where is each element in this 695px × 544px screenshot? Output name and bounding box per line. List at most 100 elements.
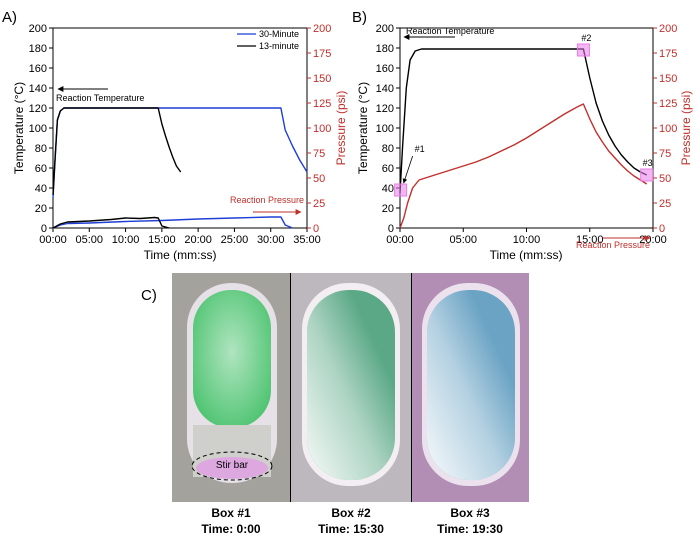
panel-a-y-tick-label: 160 (29, 63, 47, 75)
panel-a-x-tick-label: 20:00 (184, 234, 212, 246)
panel-b-y-tick-label: 180 (376, 43, 394, 55)
panel-b-y-tick-label: 40 (382, 183, 394, 195)
panel-b-y2-tick-label: 200 (659, 23, 677, 35)
stir-bar-outline (191, 451, 273, 481)
panel-a-y-tick-label: 140 (29, 83, 47, 95)
panel-b-y2-tick-label: 50 (659, 173, 671, 185)
marker-arrow-1 (402, 155, 414, 184)
panel-a-x-tick-label: 25:00 (221, 234, 249, 246)
panel-a-pressure-annotation: Reaction Pressure (230, 195, 304, 205)
panel-a-series-30-minute-pressure (52, 216, 293, 229)
panel-b-y-tick-label: 200 (376, 23, 394, 35)
panel-a-y-tick-label: 100 (29, 123, 47, 135)
panel-a-label: A) (2, 9, 17, 26)
panel-a-x-tick-label: 10:00 (112, 234, 140, 246)
panel-a-x-tick-label: 05:00 (76, 234, 104, 246)
photo-1-label: Box #1 (211, 506, 251, 520)
marker-box-3 (640, 168, 654, 182)
legend-label-30min: 30-Minute (259, 29, 299, 39)
panel-a-x-axis-label: Time (mm:ss) (144, 248, 217, 262)
panel-a-series (52, 107, 308, 229)
panel-b-y-tick-label: 80 (382, 143, 394, 155)
panel-b-x-tick-label: 15:00 (576, 234, 604, 246)
panel-a-y-tick-label: 120 (29, 103, 47, 115)
panel-b-series (399, 48, 648, 229)
panel-a-y-tick-label: 180 (29, 43, 47, 55)
panel-c-label: C) (141, 287, 157, 304)
panel-a-y-tick-label: 200 (29, 23, 47, 35)
panel-a-y2-tick-label: 25 (313, 198, 325, 210)
panel-b-y-axis-label: Temperature (°C) (356, 82, 370, 174)
panel-a-y-axis-label: Temperature (°C) (12, 82, 26, 174)
panel-b-label: B) (352, 9, 367, 26)
panel-b-ticks: 00:00 05:00 10:00 15:00 20:00020406080100120… (376, 23, 678, 246)
panel-a-y2-tick-label: 0 (313, 223, 319, 235)
panel-b-markers: #1 #2 #3 (394, 33, 654, 197)
legend-label-13min: 13-minute (259, 41, 299, 51)
panel-a-y-tick-label: 40 (35, 183, 47, 195)
photo-3-label: Box #3 (450, 506, 490, 520)
panel-b-series-temperature (399, 48, 648, 194)
panel-a-y2-tick-label: 200 (313, 23, 331, 35)
panel-b-y-tick-label: 60 (382, 163, 394, 175)
panel-b: B) 00:00 05:00 10:00 15:00 20:00020406080100… (352, 9, 693, 262)
panel-a-y2-tick-label: 175 (313, 48, 331, 60)
panel-b-y2-tick-label: 175 (659, 48, 677, 60)
panel-a-y2-tick-label: 50 (313, 173, 325, 185)
panel-a-y2-tick-label: 150 (313, 73, 331, 85)
panel-b-y-tick-label: 0 (388, 223, 394, 235)
panel-b-y-tick-label: 160 (376, 63, 394, 75)
panel-a-series-13-minute-pressure (52, 216, 170, 229)
panel-a-x-tick-label: 00:00 (39, 234, 67, 246)
panel-a-y-tick-label: 80 (35, 143, 47, 155)
marker-label-1: #1 (415, 144, 425, 154)
panel-a-x-tick-label: 15:00 (148, 234, 176, 246)
panel-c: C) Stir bar Box #1 (141, 273, 529, 536)
marker-label-3: #3 (643, 158, 653, 168)
panel-b-y2-tick-label: 100 (659, 123, 677, 135)
panel-b-plot-frame (399, 27, 654, 229)
panel-b-y-tick-label: 20 (382, 203, 394, 215)
panel-a: A) 00:00 05:00 10:00 15:00 20:00 25:00 30:00 35… (2, 9, 348, 262)
panel-b-y2-tick-label: 0 (659, 223, 665, 235)
stir-bar-annotation: Stir bar (216, 460, 249, 471)
panel-b-temperature-annotation: Reaction Temperature (406, 26, 494, 36)
photo-box-3 (412, 273, 529, 502)
photo-2-label: Box #2 (331, 506, 371, 520)
marker-box-2 (576, 43, 590, 57)
panel-b-x-tick-label: 05:00 (449, 234, 477, 246)
panel-b-x-tick-label: 00:00 (386, 234, 414, 246)
panel-b-y-tick-label: 140 (376, 83, 394, 95)
panel-b-y2-axis-label: Pressure (psi) (679, 91, 693, 166)
panel-b-pressure-annotation: Reaction Pressure (576, 240, 650, 250)
panel-a-y2-tick-label: 75 (313, 148, 325, 160)
panel-b-series-pressure (399, 103, 648, 229)
photo-3-time: Time: 19:30 (437, 522, 503, 536)
panel-a-series-13-minute-temperature (52, 107, 182, 196)
panel-a-y-tick-label: 0 (41, 223, 47, 235)
marker-label-2: #2 (581, 33, 591, 43)
panel-b-x-axis-label: Time (mm:ss) (490, 248, 563, 262)
panel-a-x-tick-label: 30:00 (257, 234, 285, 246)
panel-a-y2-tick-label: 100 (313, 123, 331, 135)
photo-box-2 (291, 273, 411, 502)
panel-b-y-tick-label: 120 (376, 103, 394, 115)
panel-b-x-tick-label: 10:00 (513, 234, 541, 246)
panel-a-temperature-annotation: Reaction Temperature (56, 93, 144, 103)
panel-a-series-30-minute-temperature (52, 107, 308, 199)
panel-a-y2-axis-label: Pressure (psi) (334, 91, 348, 166)
photo-2-time: Time: 15:30 (318, 522, 384, 536)
panel-a-legend: 30-Minute 13-minute (237, 29, 299, 51)
panel-a-y-tick-label: 20 (35, 203, 47, 215)
panel-b-y2-tick-label: 25 (659, 198, 671, 210)
panel-b-y-tick-label: 100 (376, 123, 394, 135)
marker-box-1 (394, 183, 408, 197)
panel-a-y-tick-label: 60 (35, 163, 47, 175)
panel-a-ticks: 00:00 05:00 10:00 15:00 20:00 25:00 30:00 35:00… (29, 23, 332, 246)
panel-b-y2-tick-label: 75 (659, 148, 671, 160)
panel-a-y2-tick-label: 125 (313, 98, 331, 110)
photo-box-1: Stir bar (172, 273, 290, 502)
photo-1-time: Time: 0:00 (201, 522, 260, 536)
panel-b-y2-tick-label: 125 (659, 98, 677, 110)
